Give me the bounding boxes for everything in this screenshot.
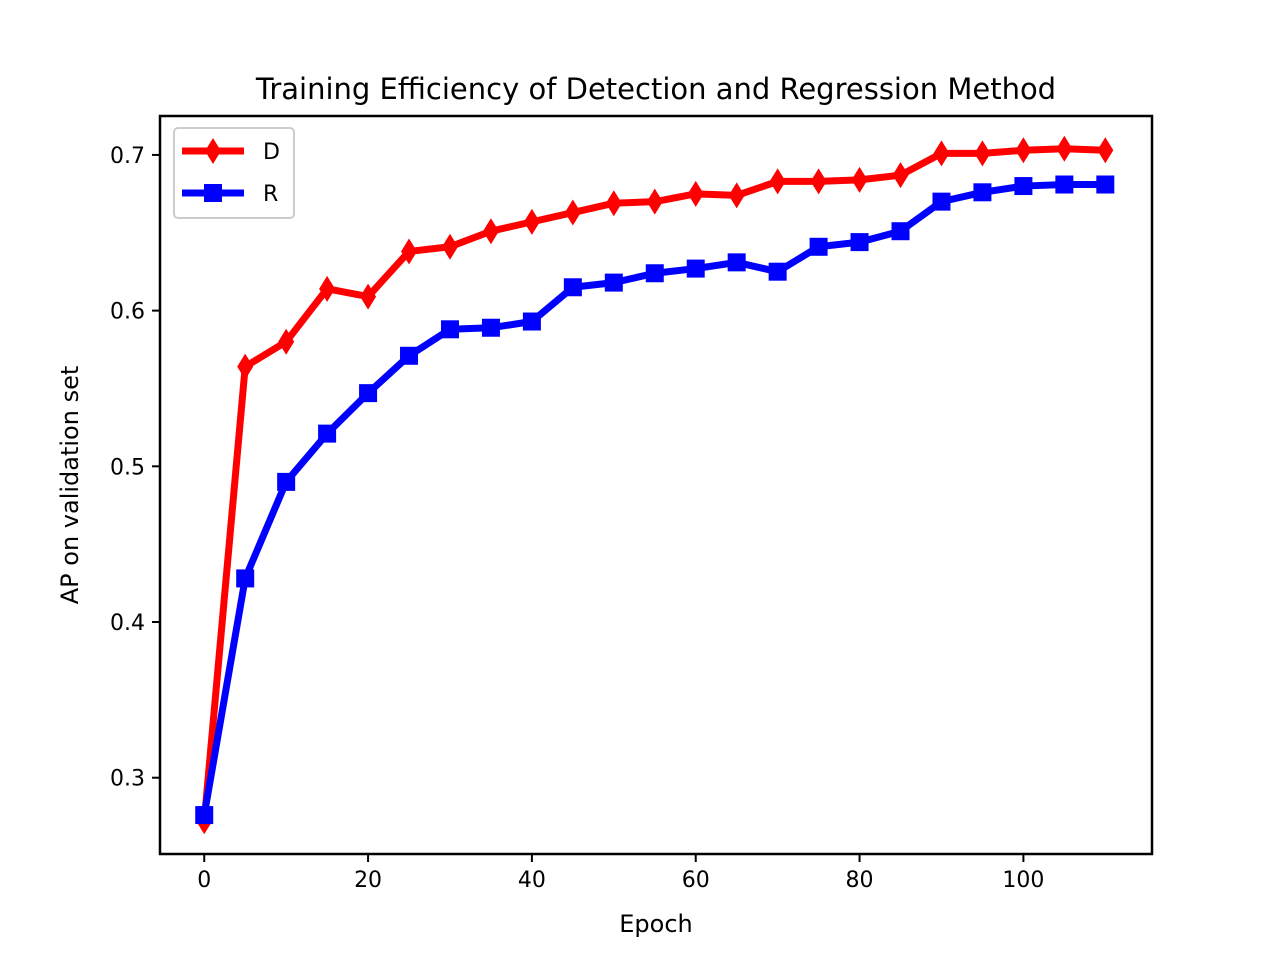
data-point-D	[1097, 137, 1114, 164]
y-tick-label: 0.5	[110, 455, 145, 480]
data-point-D	[482, 218, 499, 245]
legend-marker	[204, 184, 222, 202]
data-point-D	[237, 353, 254, 380]
data-point-D	[892, 162, 909, 189]
series-line-D	[200, 145, 1106, 822]
legend-label: R	[263, 182, 278, 207]
data-point-D	[360, 283, 377, 310]
data-point-R	[850, 233, 869, 252]
data-point-R	[277, 472, 296, 491]
legend-label: D	[263, 140, 280, 165]
data-point-R	[1014, 177, 1033, 196]
data-point-R	[604, 273, 623, 292]
data-point-D	[769, 168, 786, 195]
series-R	[195, 175, 1115, 825]
x-axis-label: Epoch	[619, 910, 693, 938]
data-point-R	[318, 424, 337, 443]
data-point-R	[645, 264, 664, 283]
data-point-D	[401, 238, 418, 265]
data-point-R	[973, 183, 992, 202]
x-tick-label: 40	[518, 868, 546, 893]
data-point-R	[522, 312, 541, 331]
data-point-R	[727, 253, 746, 272]
y-axis-label: AP on validation set	[56, 366, 84, 605]
x-tick-label: 100	[1002, 868, 1044, 893]
data-point-D	[687, 180, 704, 207]
data-point-R	[768, 262, 787, 281]
data-point-D	[851, 166, 868, 193]
data-point-R	[686, 259, 705, 278]
data-point-D	[728, 182, 745, 209]
x-tick-label: 20	[354, 868, 382, 893]
data-point-D	[319, 275, 336, 302]
data-point-D	[523, 208, 540, 235]
data-point-R	[1096, 175, 1115, 194]
series-D	[196, 135, 1114, 835]
data-point-D	[810, 168, 827, 195]
y-tick-label: 0.3	[110, 767, 145, 792]
data-point-R	[809, 237, 828, 256]
chart-title: Training Efficiency of Detection and Reg…	[255, 72, 1056, 106]
data-point-R	[563, 278, 582, 297]
data-point-D	[933, 140, 950, 167]
data-point-R	[400, 346, 419, 365]
data-point-R	[359, 384, 378, 403]
data-point-R	[195, 806, 214, 825]
x-tick-label: 60	[682, 868, 710, 893]
y-tick-label: 0.7	[110, 144, 145, 169]
legend-item-D: D	[182, 138, 280, 165]
data-point-D	[441, 233, 458, 260]
data-point-D	[605, 190, 622, 217]
plot-frame	[158, 114, 1154, 856]
data-point-R	[236, 569, 255, 588]
legend-marker	[205, 138, 221, 164]
data-point-D	[1056, 135, 1073, 162]
data-point-D	[974, 140, 991, 167]
legend-item-R: R	[182, 182, 278, 207]
data-point-R	[891, 222, 910, 241]
x-tick-label: 0	[197, 868, 211, 893]
x-tick-label: 80	[846, 868, 874, 893]
data-point-R	[932, 192, 951, 211]
data-point-R	[481, 318, 500, 337]
data-point-D	[564, 199, 581, 226]
y-tick-label: 0.6	[110, 300, 145, 325]
data-point-D	[278, 328, 295, 355]
data-point-D	[646, 188, 663, 215]
legend: DR	[173, 127, 295, 219]
data-point-R	[1055, 175, 1074, 194]
y-tick-label: 0.4	[110, 611, 145, 636]
data-point-R	[440, 320, 459, 339]
data-point-D	[1015, 137, 1032, 164]
